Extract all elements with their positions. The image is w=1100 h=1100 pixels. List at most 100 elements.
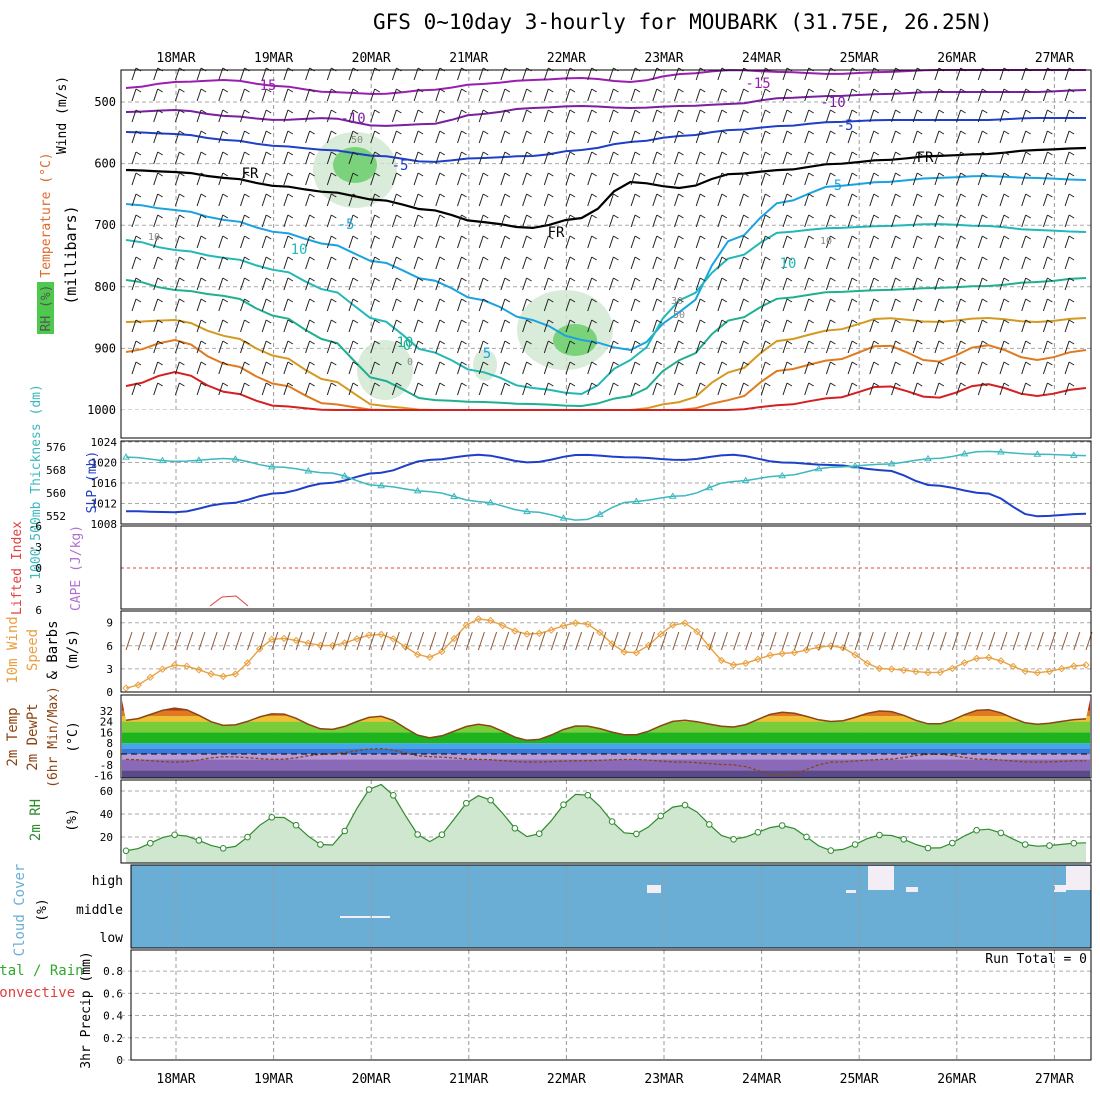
- wind-barb: [608, 319, 619, 333]
- wind-speed-marker: [936, 668, 944, 677]
- surface-wind-barb: [599, 631, 607, 651]
- wind-speed-marker: [559, 621, 568, 630]
- rh-marker: [827, 847, 835, 854]
- wind-barb: [283, 361, 294, 375]
- wind-barb: [435, 109, 446, 123]
- wind-speed-marker: [523, 630, 531, 638]
- wind-barb: [869, 298, 880, 312]
- wind-barb: [652, 88, 663, 102]
- surface-wind-barb: [490, 631, 498, 651]
- wind-barb: [1021, 88, 1031, 102]
- wind-barb: [999, 382, 1010, 396]
- wind-speed-marker: [486, 616, 495, 625]
- wind-speed-marker: [547, 626, 556, 634]
- wind-barb: [131, 340, 142, 354]
- wind-barb: [608, 382, 619, 396]
- wind-barb: [804, 340, 814, 354]
- wind-barb: [1021, 109, 1031, 123]
- wind-barb: [825, 298, 836, 312]
- wind-barb: [131, 214, 142, 228]
- temperature-tick-label: 8: [106, 737, 113, 750]
- wind-barb: [869, 130, 880, 144]
- date-label-top: 21MAR: [449, 51, 488, 66]
- wind-barb: [956, 88, 966, 102]
- wind-barb: [1042, 277, 1053, 291]
- wind-barb: [912, 109, 923, 123]
- wind-barb: [760, 382, 771, 396]
- wind-barb: [543, 193, 554, 207]
- wind-barb: [565, 130, 576, 144]
- wind-barb: [543, 256, 554, 270]
- wind-barb: [457, 340, 467, 354]
- wind-barb: [608, 172, 619, 186]
- rh-marker: [414, 831, 421, 838]
- wind-barb: [457, 172, 467, 186]
- wind-barb: [500, 235, 511, 249]
- thickness-marker: [122, 453, 130, 460]
- rh-contour-label: 0: [407, 357, 413, 368]
- wind-barb: [457, 151, 467, 165]
- surface-wind-barb: [720, 631, 728, 651]
- wind-barb: [608, 109, 619, 123]
- wind-barb: [457, 88, 467, 102]
- wind-barb: [196, 130, 207, 144]
- wind-speed-marker: [1033, 668, 1042, 677]
- wind-barb: [587, 172, 597, 186]
- wind-barb: [240, 109, 250, 123]
- wind-barb: [1021, 319, 1031, 333]
- wind-barb: [934, 298, 945, 312]
- wind-barb: [196, 193, 207, 207]
- wind-speed-marker: [754, 655, 762, 663]
- wind-barb: [1042, 382, 1053, 396]
- wind-barb: [522, 235, 532, 249]
- wind-barb: [717, 361, 728, 375]
- wind-barb: [565, 340, 576, 354]
- wind-barb: [717, 214, 728, 228]
- wind-barb: [240, 361, 250, 375]
- wind-barb: [370, 214, 380, 228]
- wind-speed-marker: [426, 653, 434, 662]
- wind-barb: [565, 151, 576, 165]
- wind-barb: [240, 214, 250, 228]
- wind-barb: [413, 193, 424, 207]
- wind-barb: [326, 130, 337, 144]
- wind-barb: [543, 88, 554, 102]
- wind-barb: [1064, 214, 1075, 228]
- wind-barb: [478, 340, 489, 354]
- thickness-marker: [267, 462, 276, 470]
- wind-barb: [1042, 151, 1053, 165]
- wind-speed-marker: [863, 659, 872, 668]
- rh-axis-label: RH (%): [39, 285, 54, 332]
- pressure-tick-label: 800: [94, 280, 116, 294]
- surface-wind-barb: [623, 631, 631, 651]
- wind-barb: [348, 151, 359, 165]
- wind-barb: [153, 340, 163, 354]
- wind-barb: [760, 151, 771, 165]
- wind-barb: [847, 298, 858, 312]
- wind-barb: [131, 235, 142, 249]
- wind-barb: [956, 256, 966, 270]
- wind-barb: [565, 172, 576, 186]
- wind-barb: [522, 319, 532, 333]
- wind-barb: [1064, 193, 1075, 207]
- wind-barb: [326, 193, 337, 207]
- wind-barb: [500, 193, 511, 207]
- wind-barb: [478, 193, 489, 207]
- thickness-marker: [559, 514, 568, 521]
- pressure-tick-label: 600: [94, 157, 116, 171]
- wind-speed-marker: [899, 666, 908, 674]
- wind-barb: [912, 214, 923, 228]
- wind-axis-label-1: 10m Wind: [5, 616, 21, 683]
- wind-barb: [587, 277, 597, 291]
- wind-barb: [891, 235, 901, 249]
- wind-barb: [782, 235, 793, 249]
- wind-barb: [869, 214, 880, 228]
- wind-speed-marker: [146, 673, 155, 682]
- wind-barb: [825, 277, 836, 291]
- wind-barb: [869, 382, 880, 396]
- wind-barb: [305, 193, 315, 207]
- wind-barb: [630, 298, 641, 312]
- wind-speed-marker: [851, 651, 859, 659]
- wind-barb: [435, 298, 446, 312]
- wind-barb: [543, 277, 554, 291]
